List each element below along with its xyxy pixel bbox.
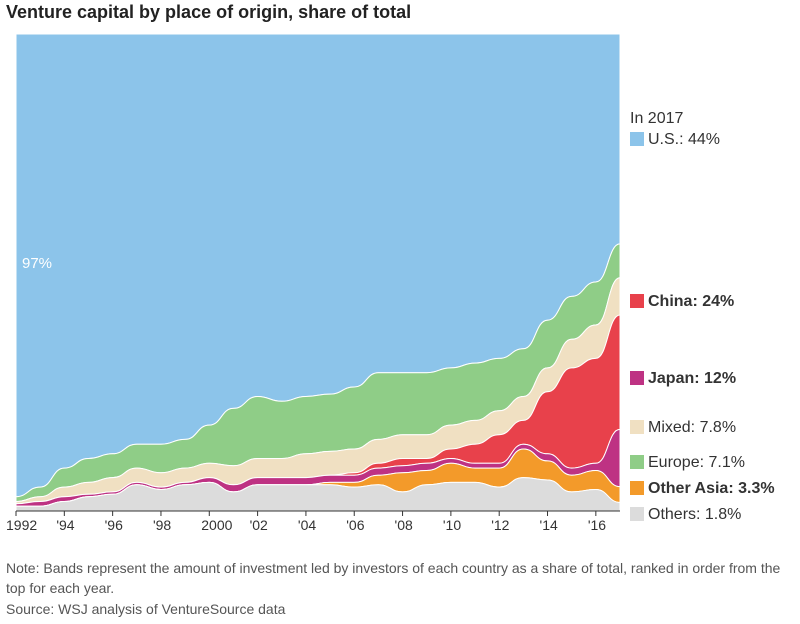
legend-label: Japan: 12%: [648, 370, 736, 387]
x-tick-label: '16: [588, 517, 606, 533]
legend-label: U.S.: 44%: [648, 131, 720, 148]
legend-swatch: [630, 420, 644, 434]
legend-swatch: [630, 455, 644, 469]
x-tick-label: '96: [105, 517, 123, 533]
x-tick-label: '08: [395, 517, 413, 533]
legend-label: Europe: 7.1%: [648, 454, 745, 471]
legend-label: Others: 1.8%: [648, 506, 741, 523]
x-tick-label: '94: [56, 517, 74, 533]
x-tick-label: 1992: [6, 517, 37, 533]
x-tick-label: '06: [346, 517, 364, 533]
chart-title: Venture capital by place of origin, shar…: [6, 2, 412, 22]
legend: U.S.: 44% China: 24% Japan: 12% Mixed: 7.8%…: [630, 131, 775, 523]
legend-swatch: [630, 294, 644, 308]
legend-swatch: [630, 371, 644, 385]
x-tick-label: '10: [443, 517, 461, 533]
x-tick-label: '14: [540, 517, 558, 533]
x-tick-label: '98: [153, 517, 171, 533]
legend-swatch: [630, 507, 644, 521]
legend-heading: In 2017: [630, 110, 683, 127]
area-series-group: [15, 33, 621, 512]
chart-source: Source: WSJ analysis of VentureSource da…: [6, 601, 286, 617]
x-axis-ticks: 1992 '94 '96 '98 2000 '02 '04 '06 '08 '10 '12 '14 '1…: [6, 511, 606, 533]
legend-label: Other Asia: 3.3%: [648, 480, 775, 497]
us-1992-annotation: 97%: [22, 255, 52, 272]
legend-label: China: 24%: [648, 293, 734, 310]
chart-note: Note: Bands represent the amount of inve…: [6, 560, 781, 596]
legend-swatch: [630, 481, 644, 495]
x-tick-label: '12: [491, 517, 509, 533]
x-tick-label: '02: [250, 517, 268, 533]
x-tick-label: 2000: [201, 517, 232, 533]
legend-swatch: [630, 132, 644, 146]
legend-label: Mixed: 7.8%: [648, 419, 736, 436]
x-tick-label: '04: [298, 517, 316, 533]
